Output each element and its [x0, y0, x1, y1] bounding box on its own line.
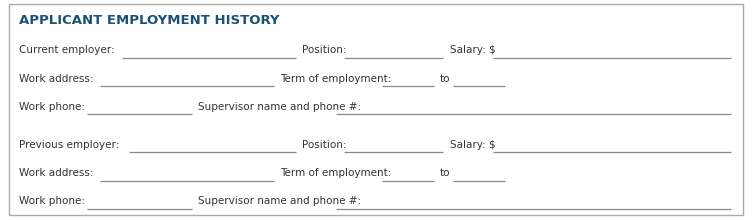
Text: to: to — [440, 168, 450, 178]
Text: Position:: Position: — [302, 45, 347, 55]
Text: APPLICANT EMPLOYMENT HISTORY: APPLICANT EMPLOYMENT HISTORY — [19, 14, 279, 27]
Text: Term of employment:: Term of employment: — [280, 74, 392, 84]
Text: Supervisor name and phone #:: Supervisor name and phone #: — [198, 102, 361, 112]
Text: Previous employer:: Previous employer: — [19, 140, 119, 150]
Text: Term of employment:: Term of employment: — [280, 168, 392, 178]
FancyBboxPatch shape — [9, 4, 743, 214]
Text: Current employer:: Current employer: — [19, 45, 114, 55]
Text: Salary: $: Salary: $ — [450, 140, 496, 150]
Text: Work phone:: Work phone: — [19, 102, 85, 112]
Text: to: to — [440, 74, 450, 84]
Text: Salary: $: Salary: $ — [450, 45, 496, 55]
Text: Work address:: Work address: — [19, 74, 93, 84]
Text: Position:: Position: — [302, 140, 347, 150]
Text: Work phone:: Work phone: — [19, 196, 85, 206]
Text: Work address:: Work address: — [19, 168, 93, 178]
Text: Supervisor name and phone #:: Supervisor name and phone #: — [198, 196, 361, 206]
